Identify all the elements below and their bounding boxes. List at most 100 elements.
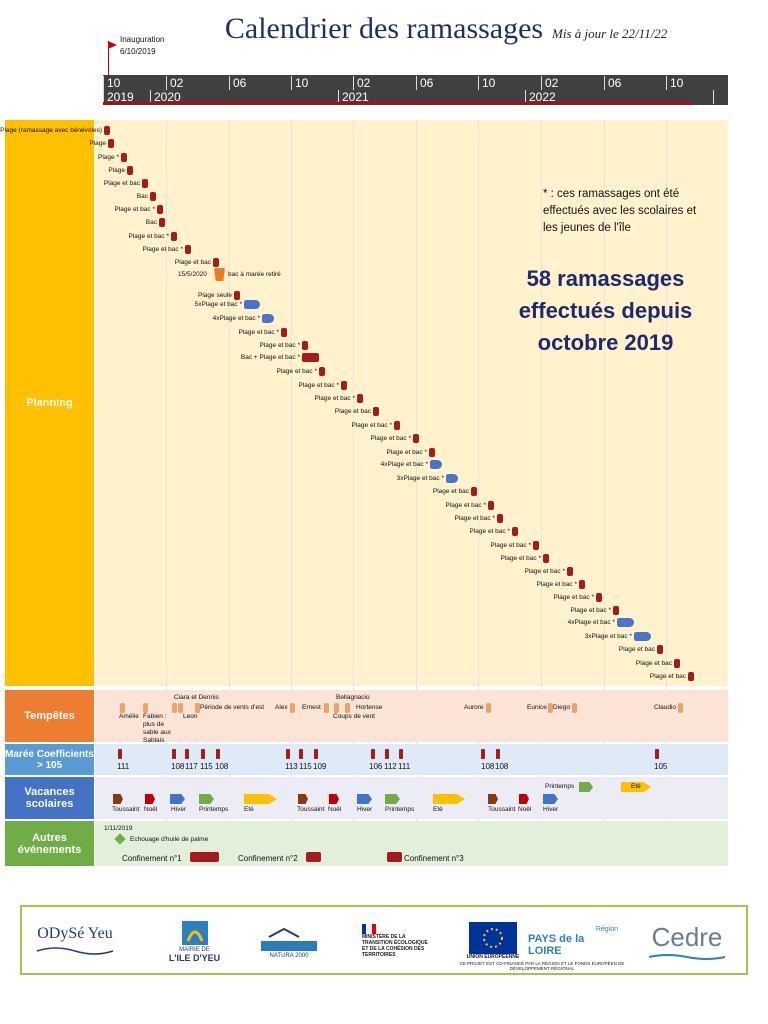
confinement-bar [190, 852, 219, 862]
partner-logos: ODySé Yeu MAIRIE DE L'ILE D'YEU NATURA 2… [20, 905, 748, 975]
collection-label: Plage et bac [334, 408, 371, 415]
logo-odyseyeu-text: ODySé Yeu [37, 925, 113, 942]
tide-marker [299, 749, 303, 759]
storm-marker [334, 703, 339, 713]
storm-marker [195, 703, 200, 713]
planning-area [95, 120, 728, 686]
tide-marker [385, 749, 389, 759]
storm-marker [172, 703, 177, 713]
holiday-label: Hiver [543, 806, 559, 813]
inauguration-flag-pole [108, 41, 109, 75]
month-label: 02 [541, 76, 604, 90]
holiday-toussaint-2020 [298, 794, 308, 804]
collection-label: Plage et bac * [454, 515, 495, 522]
year-label [713, 90, 728, 104]
tide-value: 113 [285, 762, 298, 771]
storm-label: Ernest [302, 704, 321, 711]
collection-bar [579, 580, 585, 589]
collection-label: Plage et bac * [500, 555, 541, 562]
gridline [166, 120, 167, 866]
logo-mairie-text2: L'ILE D'YEU [168, 953, 221, 963]
collection-label: Bac + Plage et bac * [240, 354, 300, 361]
storm-marker [678, 703, 683, 713]
collection-bar [657, 645, 663, 654]
maree-area [95, 744, 728, 775]
logo-cedre-text: Cedre [651, 921, 723, 952]
collection-label: Plage * [98, 154, 119, 161]
month-label: 02 [166, 76, 229, 90]
multi-collection-bar [262, 314, 274, 323]
month-label: 10 [478, 76, 541, 90]
tide-value: 117 [185, 762, 198, 771]
tide-value: 109 [313, 762, 327, 771]
collection-label: Plage et bac * [114, 206, 155, 213]
storm-label: Coups de vent [333, 713, 375, 720]
logo-mairie: MAIRIE DE L'ILE D'YEU [152, 913, 237, 969]
gridline [666, 120, 667, 866]
collection-bar [157, 205, 163, 214]
collection-label: Plage et bac * [553, 594, 594, 601]
collection-label: Plage et bac * [314, 395, 355, 402]
holiday-label: Noël [328, 806, 342, 813]
month-label: 10 [103, 76, 166, 90]
collection-bar [357, 394, 363, 403]
storm-label: Claudio [654, 704, 677, 711]
storm-label: Aurore [464, 704, 484, 711]
collection-label: 4xPlage et bac * [380, 461, 428, 468]
holiday-label: Noël [518, 806, 532, 813]
holiday-printemps-2021 [385, 794, 400, 804]
holiday-label: Toussaint [112, 806, 140, 813]
collection-label: 3xPlage et bac * [396, 475, 444, 482]
collection-label: Plage et bac [432, 488, 469, 495]
collection-label: Plage et bac * [142, 246, 183, 253]
holiday-ete-2022 [621, 782, 651, 792]
natura-bird-icon [261, 927, 317, 951]
flag-icon [108, 41, 117, 49]
tide-marker [655, 749, 659, 759]
collection-bar [533, 541, 539, 550]
storm-marker [324, 703, 329, 713]
collection-label: Plage et bac * [238, 329, 279, 336]
page-title: Calendrier des ramassages [224, 12, 544, 45]
collection-label: Plage et bac [618, 646, 655, 653]
holiday-printemps-2020 [199, 794, 214, 804]
collection-bar [471, 487, 477, 496]
storm-label: Bellagnacio [336, 694, 370, 701]
collection-bar [341, 381, 347, 390]
collection-label: Plage et bac [103, 180, 140, 187]
collection-bar [213, 258, 219, 267]
logo-region-text: Région [595, 925, 618, 933]
ile-yeu-emblem-icon [181, 921, 208, 945]
holiday-label: Hiver [171, 806, 187, 813]
scolaires-note: * : ces ramassages ont été effectués ave… [543, 188, 697, 234]
inauguration-label: Inauguration [120, 35, 165, 44]
month-label: 02 [353, 76, 416, 90]
collection-bar [567, 567, 573, 576]
collection-label: Plage seule [198, 292, 232, 299]
tide-value: 105 [654, 762, 668, 771]
collection-label: Plage et bac [174, 259, 211, 266]
collection-label: 3xPlage et bac * [584, 633, 632, 640]
collection-label: Plage et bac * [524, 568, 565, 575]
storm-label: Diego [553, 704, 570, 711]
holiday-hiver-2020 [170, 794, 185, 804]
tide-marker [172, 749, 176, 759]
tide-marker [216, 749, 220, 759]
storm-label: Fabien : plus de sable aux Sablais [143, 713, 171, 744]
storm-label: Eunice [527, 704, 547, 711]
tide-marker [496, 749, 500, 759]
collection-label: Plage et bac * [370, 435, 411, 442]
collection-bar [497, 514, 503, 523]
collection-label: 4xPlage et bac * [567, 619, 615, 626]
collection-bar [413, 434, 419, 443]
holiday-label: Eté [244, 806, 254, 813]
gridline [416, 120, 417, 866]
collection-label: Plage et bac * [536, 581, 577, 588]
tide-value: 106 [369, 762, 383, 771]
timeline-progress-line [103, 102, 693, 104]
multi-collection-bar [634, 632, 651, 641]
collection-bar [688, 672, 694, 681]
collection-bar [281, 328, 287, 337]
storm-label: Hortense [356, 704, 383, 711]
holiday-noel-2020 [329, 794, 339, 804]
